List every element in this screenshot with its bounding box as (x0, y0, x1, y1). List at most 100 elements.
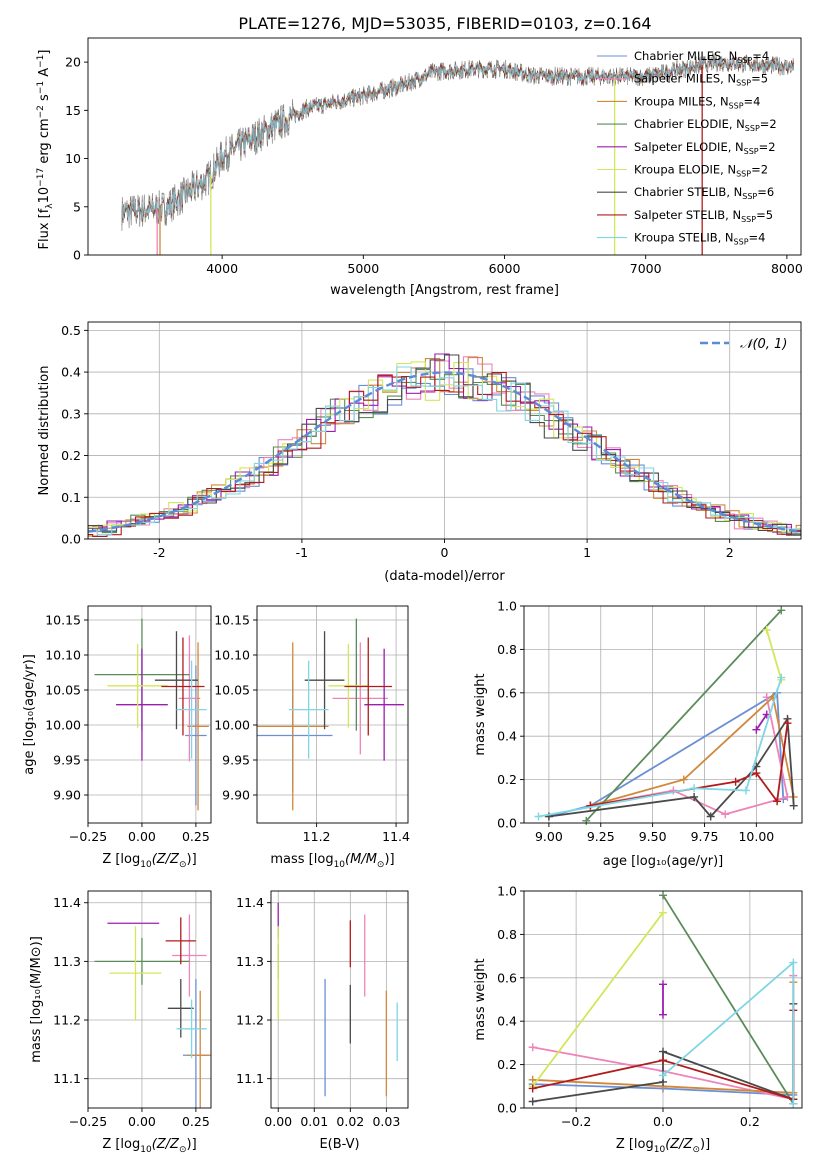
mass-weight-marker (777, 606, 786, 615)
y-tick-label: 20 (65, 55, 81, 70)
mass-weight-marker (783, 719, 792, 728)
x-tick-label: 0.01 (300, 1114, 328, 1129)
mass-weight-marker (762, 625, 771, 634)
y-tick-label: 11.1 (53, 1071, 81, 1086)
y-axis-label: Flux [fλ10−17 erg cm−2 s−1 A−1] (36, 50, 55, 250)
y-tick-label: 0.0 (497, 816, 517, 831)
normal-reference-curve (88, 371, 801, 533)
x-axis-label: Z [log10(Z/Z⊙)] (616, 1137, 710, 1155)
model-spectrum (121, 55, 794, 224)
y-tick-label: 1.0 (497, 599, 517, 614)
x-axis-label: Z [log10(Z/Z⊙)] (102, 1137, 196, 1155)
axes-frame (270, 890, 409, 1109)
x-tick-label: 9.25 (587, 829, 615, 844)
mass-weight-marker (659, 1047, 667, 1056)
y-tick-label: 0.2 (61, 448, 81, 463)
mass-weight-marker (528, 1097, 537, 1106)
mass-weight-marker (777, 673, 786, 682)
mass-weight-marker (789, 1099, 798, 1108)
y-tick-label: 0.4 (61, 365, 81, 380)
y-tick-label: 11.4 (236, 895, 264, 910)
x-tick-label: 0.00 (264, 1114, 292, 1129)
x-tick-label: 0.2 (740, 1114, 760, 1129)
y-tick-label: 9.95 (53, 753, 81, 768)
x-tick-label: 8000 (771, 261, 803, 276)
mass-weight-line (548, 716, 795, 818)
x-axis-label: Z [log10(Z/Z⊙)] (102, 852, 196, 870)
x-tick-label: 5000 (347, 261, 379, 276)
y-tick-label: 9.90 (53, 788, 81, 803)
y-tick-label: 10.00 (214, 718, 250, 733)
mass-weight-marker (752, 769, 761, 778)
y-tick-label: 0.6 (497, 685, 517, 700)
weight-vs-Z-panel: −0.2 0.0 0.2 0.0 0.2 0.4 0.6 0.8 1.0 Z [log10(Z/Z… (473, 884, 803, 1155)
y-tick-label: 11.2 (236, 1013, 264, 1028)
spectrum-panel: 4000 5000 6000 7000 8000 0 5 10 15 20 wavelength [… (36, 37, 803, 298)
x-tick-label: 0.25 (182, 829, 210, 844)
mass-weight-marker (659, 1010, 667, 1019)
y-tick-label: 0.6 (497, 970, 517, 985)
x-tick-label: 0.00 (128, 1114, 156, 1129)
y-tick-label: 9.90 (222, 788, 250, 803)
legend-entry: Chabrier MILES, NSSP=4 (634, 49, 769, 65)
x-tick-label: 0.25 (182, 1114, 210, 1129)
y-tick-label: 0.8 (497, 927, 517, 942)
mass-weight-marker (752, 725, 761, 734)
x-tick-label: 9.00 (535, 829, 563, 844)
mass-weight-marker (789, 801, 798, 810)
mass-weight-marker (582, 816, 591, 825)
legend-entry: Kroupa STELIB, NSSP=4 (634, 231, 765, 247)
x-tick-label: 4000 (206, 261, 238, 276)
mass-weight-marker (690, 784, 699, 793)
x-tick-label: 11.4 (382, 829, 410, 844)
x-tick-label: 0.02 (336, 1114, 364, 1129)
y-tick-label: 0.8 (497, 642, 517, 657)
x-axis-label: mass [log10(M/M⊙)] (270, 852, 394, 870)
x-tick-label: 6000 (489, 261, 521, 276)
mass-vs-ebv-panel: 0.00 0.01 0.02 0.03 11.1 11.2 11.3 11.4 E(B-V) (236, 890, 409, 1152)
x-tick-label: -2 (153, 545, 165, 560)
y-tick-label: 1.0 (497, 884, 517, 899)
x-tick-label: 10.00 (738, 829, 774, 844)
y-tick-label: 11.3 (236, 954, 264, 969)
y-tick-label: 10.05 (45, 683, 81, 698)
x-tick-label: 7000 (630, 261, 662, 276)
y-axis-label: age [log₁₀(age/yr)] (22, 654, 37, 775)
residuals-panel: -2 -1 0 1 2 0.0 0.1 0.2 0.3 0.4 0.5 (data-model)/er… (37, 321, 802, 584)
y-tick-label: 0.5 (61, 323, 81, 338)
mass-weight-line (590, 695, 795, 807)
y-tick-label: 10.15 (214, 613, 250, 628)
y-tick-label: 10.10 (214, 648, 250, 663)
mass-weight-line (585, 609, 782, 822)
y-tick-label: 9.95 (222, 753, 250, 768)
y-tick-label: 0.2 (497, 772, 517, 787)
y-tick-label: 0.0 (497, 1101, 517, 1116)
x-tick-label: −0.2 (561, 1114, 591, 1129)
mass-weight-marker (659, 908, 667, 917)
mass-weight-marker (659, 891, 667, 900)
legend-entry: Chabrier STELIB, NSSP=6 (634, 185, 774, 201)
axes-frame (87, 37, 802, 256)
y-tick-label: 10.05 (214, 683, 250, 698)
axes-frame (87, 605, 212, 824)
mass-weight-line (662, 960, 795, 1104)
x-tick-label: 2 (726, 545, 734, 560)
y-axis-label: Normed distribution (37, 366, 52, 496)
y-tick-label: 11.3 (53, 954, 81, 969)
y-tick-label: 15 (65, 103, 81, 118)
y-tick-label: 0.4 (497, 1014, 517, 1029)
mass-weight-marker (659, 1056, 667, 1065)
x-tick-label: 9.75 (691, 829, 719, 844)
x-tick-label: 0.0 (653, 1114, 673, 1129)
x-tick-label: 11.2 (303, 829, 331, 844)
y-tick-label: 11.2 (53, 1013, 81, 1028)
y-tick-label: 5 (73, 199, 81, 214)
y-tick-label: 0.4 (497, 729, 517, 744)
y-axis-label: mass [log₁₀(M/M⊙)] (29, 936, 44, 1063)
mass-weight-line (765, 629, 783, 681)
y-tick-label: 0.0 (61, 532, 81, 547)
mass-weight-line (662, 894, 795, 1105)
legend-entry: Chabrier ELODIE, NSSP=2 (634, 117, 777, 133)
weight-vs-age-panel: 9.00 9.25 9.50 9.75 10.00 0.0 0.2 0.4 0.6 0.8 1.0 a… (473, 599, 803, 869)
